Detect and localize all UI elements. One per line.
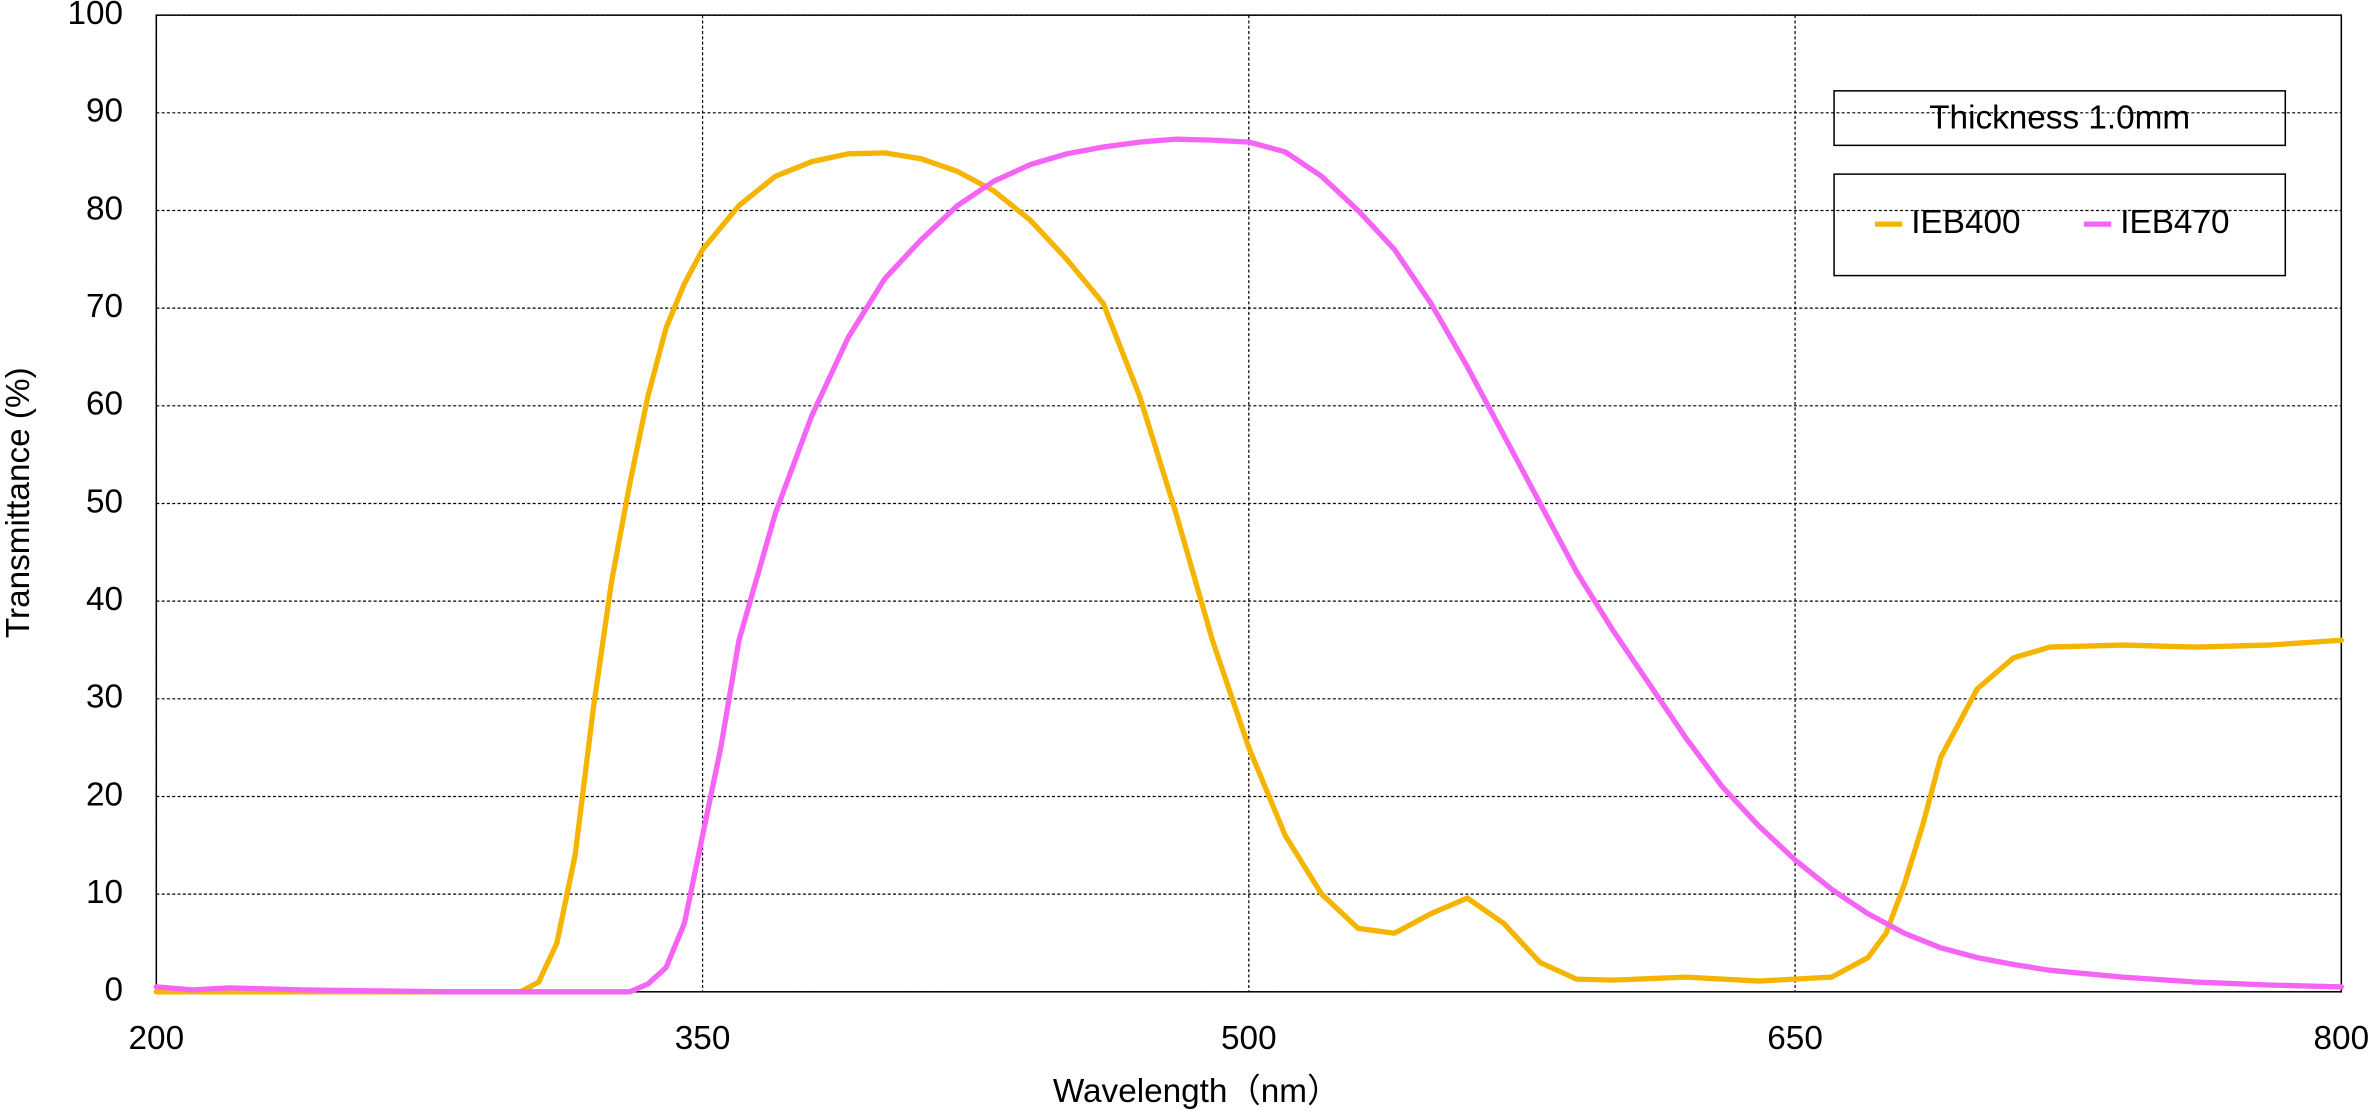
- x-tick-label: 200: [129, 1020, 185, 1057]
- x-tick-label: 500: [1221, 1020, 1277, 1057]
- y-tick-label: 90: [86, 93, 123, 130]
- y-tick-label: 50: [86, 483, 123, 520]
- data-line: [153, 136, 2344, 995]
- plot-frame: [155, 14, 2343, 993]
- x-axis-title: Wavelength（nm）: [1053, 1073, 1340, 1110]
- legend-label: IEB400: [1911, 204, 2020, 241]
- y-tick-label: 10: [86, 874, 123, 911]
- x-tick-label: 800: [2314, 1020, 2370, 1057]
- x-tick-label: 350: [675, 1020, 731, 1057]
- y-tick-label: 100: [67, 0, 123, 32]
- y-axis-title: Transmittance (%): [0, 367, 37, 638]
- y-tick-label: 80: [86, 190, 123, 227]
- y-tick-label: 60: [86, 386, 123, 423]
- x-tick-label: 650: [1767, 1020, 1823, 1057]
- y-tick-label: 20: [86, 776, 123, 813]
- y-tick-label: 30: [86, 679, 123, 716]
- annotation: Thickness 1.0mm: [1929, 99, 2190, 136]
- legend-label: IEB470: [2120, 204, 2229, 241]
- y-tick-label: 0: [104, 972, 123, 1009]
- y-tick-label: 40: [86, 581, 123, 618]
- legend-box: [1833, 173, 2287, 277]
- annotation-box: [1833, 90, 2287, 147]
- y-tick-label: 70: [86, 288, 123, 325]
- data-line: [153, 150, 2344, 995]
